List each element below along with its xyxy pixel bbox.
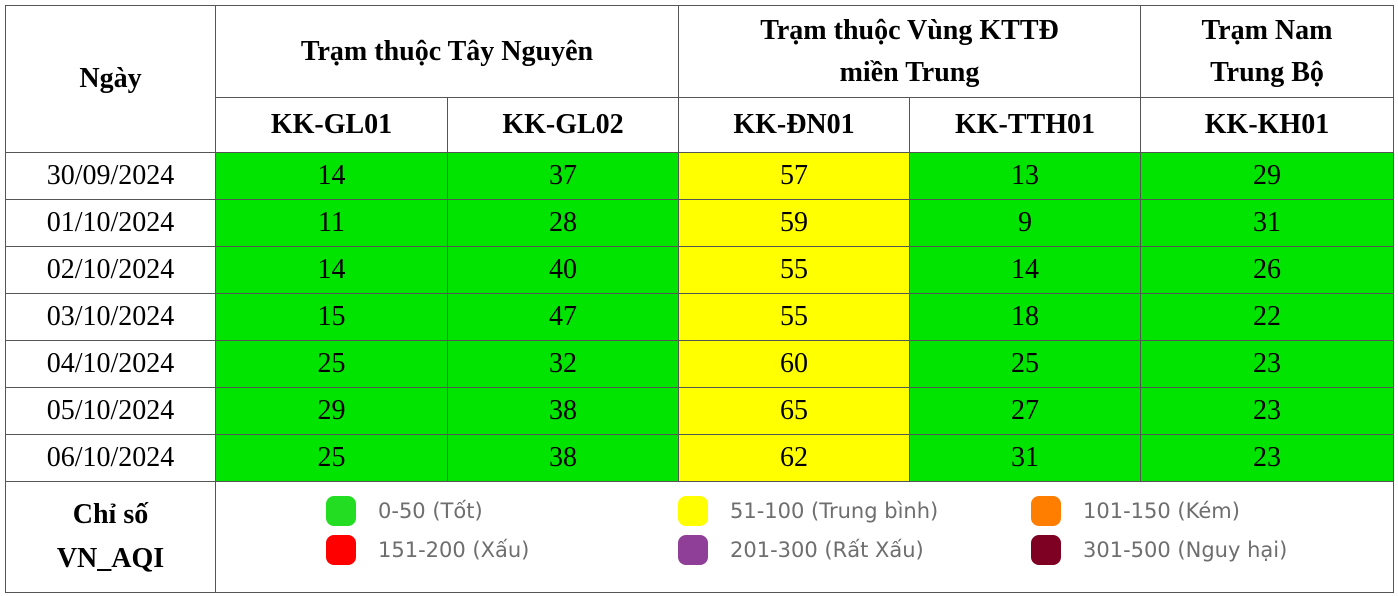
- legend-item-label: 301-500 (Nguy hại): [1083, 538, 1288, 562]
- legend-swatch-icon: [326, 496, 356, 526]
- aqi-value-cell: 28: [447, 199, 679, 247]
- aqi-value-cell: 38: [447, 387, 679, 435]
- legend-item: 0-50 (Tốt): [326, 496, 483, 526]
- legend-swatch-icon: [1031, 496, 1061, 526]
- table-body: 30/09/2024 14 37 57 13 29 01/10/2024 11 28 59 9 31 0…: [5, 152, 1394, 482]
- aqi-value-cell: 29: [215, 387, 448, 435]
- aqi-value-cell: 15: [215, 293, 448, 341]
- aqi-value-cell: 23: [1140, 340, 1394, 388]
- legend-title: Chỉ số VN_AQI: [5, 481, 216, 593]
- aqi-value-cell: 23: [1140, 434, 1394, 482]
- aqi-value-cell: 57: [678, 152, 910, 200]
- aqi-value-cell: 26: [1140, 246, 1394, 294]
- date-cell: 06/10/2024: [5, 434, 216, 482]
- date-cell: 02/10/2024: [5, 246, 216, 294]
- aqi-value-cell: 38: [447, 434, 679, 482]
- date-column-header: Ngày: [5, 5, 216, 153]
- table-row: 30/09/2024 14 37 57 13 29: [5, 152, 1394, 200]
- legend-swatch-icon: [678, 496, 708, 526]
- group-header-tay-nguyen: Trạm thuộc Tây Nguyên: [215, 5, 679, 98]
- aqi-value-cell: 47: [447, 293, 679, 341]
- aqi-value-cell: 27: [909, 387, 1141, 435]
- legend-item: 301-500 (Nguy hại): [1031, 535, 1287, 565]
- legend-cell: 0-50 (Tốt) 51-100 (Trung bình) 101-150 (Ké…: [215, 481, 1394, 593]
- legend-item: 51-100 (Trung bình): [678, 496, 938, 526]
- aqi-value-cell: 29: [1140, 152, 1394, 200]
- header-row-groups: Ngày Trạm thuộc Tây Nguyên Trạm thuộc Vù…: [5, 5, 1394, 153]
- station-header: KK-GL02: [447, 97, 679, 153]
- aqi-value-cell: 55: [678, 246, 910, 294]
- table-row: 05/10/2024 29 38 65 27 23: [5, 387, 1394, 435]
- aqi-value-cell: 37: [447, 152, 679, 200]
- group-header-line1: Trạm Nam: [1201, 14, 1333, 46]
- legend-item-label: 101-150 (Kém): [1083, 499, 1240, 523]
- legend-row: Chỉ số VN_AQI 0-50 (Tốt) 51-100 (Trung bì…: [5, 481, 1394, 593]
- station-header: KK-ĐN01: [678, 97, 910, 153]
- aqi-value-cell: 32: [447, 340, 679, 388]
- aqi-value-cell: 62: [678, 434, 910, 482]
- aqi-value-cell: 13: [909, 152, 1141, 200]
- aqi-value-cell: 31: [909, 434, 1141, 482]
- legend-item-label: 201-300 (Rất Xấu): [730, 538, 924, 562]
- legend-swatch-icon: [1031, 535, 1061, 565]
- aqi-value-cell: 22: [1140, 293, 1394, 341]
- group-header-line1: Trạm thuộc Vùng KTTĐ: [760, 14, 1059, 46]
- legend-item: 101-150 (Kém): [1031, 496, 1240, 526]
- legend-item-label: 151-200 (Xấu): [378, 538, 530, 562]
- aqi-value-cell: 25: [215, 340, 448, 388]
- date-cell: 05/10/2024: [5, 387, 216, 435]
- aqi-value-cell: 59: [678, 199, 910, 247]
- legend-swatch-icon: [678, 535, 708, 565]
- legend-item: 151-200 (Xấu): [326, 535, 529, 565]
- date-cell: 01/10/2024: [5, 199, 216, 247]
- table-row: 06/10/2024 25 38 62 31 23: [5, 434, 1394, 482]
- aqi-value-cell: 25: [215, 434, 448, 482]
- aqi-value-cell: 18: [909, 293, 1141, 341]
- legend-item-label: 51-100 (Trung bình): [730, 499, 939, 523]
- aqi-value-cell: 14: [909, 246, 1141, 294]
- station-header: KK-KH01: [1140, 97, 1394, 153]
- group-header-label: Trạm thuộc Tây Nguyên: [300, 35, 594, 67]
- table-row: 03/10/2024 15 47 55 18 22: [5, 293, 1394, 341]
- aqi-value-cell: 55: [678, 293, 910, 341]
- date-cell: 30/09/2024: [5, 152, 216, 200]
- group-header-line2: Trung Bộ: [1210, 56, 1324, 88]
- station-header: KK-TTH01: [909, 97, 1141, 153]
- legend-title-line1: Chỉ số: [72, 499, 149, 530]
- group-header-nam-trung-bo: Trạm Nam Trung Bộ: [1140, 5, 1394, 98]
- aqi-value-cell: 65: [678, 387, 910, 435]
- station-header: KK-GL01: [215, 97, 448, 153]
- aqi-value-cell: 25: [909, 340, 1141, 388]
- group-header-kttd-mien-trung: Trạm thuộc Vùng KTTĐ miền Trung: [678, 5, 1141, 98]
- legend-item-label: 0-50 (Tốt): [378, 499, 483, 523]
- table-row: 01/10/2024 11 28 59 9 31: [5, 199, 1394, 247]
- aqi-value-cell: 9: [909, 199, 1141, 247]
- aqi-value-cell: 60: [678, 340, 910, 388]
- aqi-value-cell: 23: [1140, 387, 1394, 435]
- aqi-table: Ngày Trạm thuộc Tây Nguyên Trạm thuộc Vù…: [5, 5, 1394, 593]
- date-cell: 04/10/2024: [5, 340, 216, 388]
- date-cell: 03/10/2024: [5, 293, 216, 341]
- legend-item: 201-300 (Rất Xấu): [678, 535, 924, 565]
- aqi-value-cell: 11: [215, 199, 448, 247]
- group-header-line2: miền Trung: [839, 56, 980, 88]
- legend-title-line2: VN_AQI: [56, 543, 165, 574]
- aqi-value-cell: 14: [215, 152, 448, 200]
- aqi-value-cell: 14: [215, 246, 448, 294]
- legend-swatch-icon: [326, 535, 356, 565]
- table-row: 04/10/2024 25 32 60 25 23: [5, 340, 1394, 388]
- aqi-value-cell: 31: [1140, 199, 1394, 247]
- table-row: 02/10/2024 14 40 55 14 26: [5, 246, 1394, 294]
- legend-grid: 0-50 (Tốt) 51-100 (Trung bình) 101-150 (Ké…: [217, 483, 1393, 592]
- aqi-value-cell: 40: [447, 246, 679, 294]
